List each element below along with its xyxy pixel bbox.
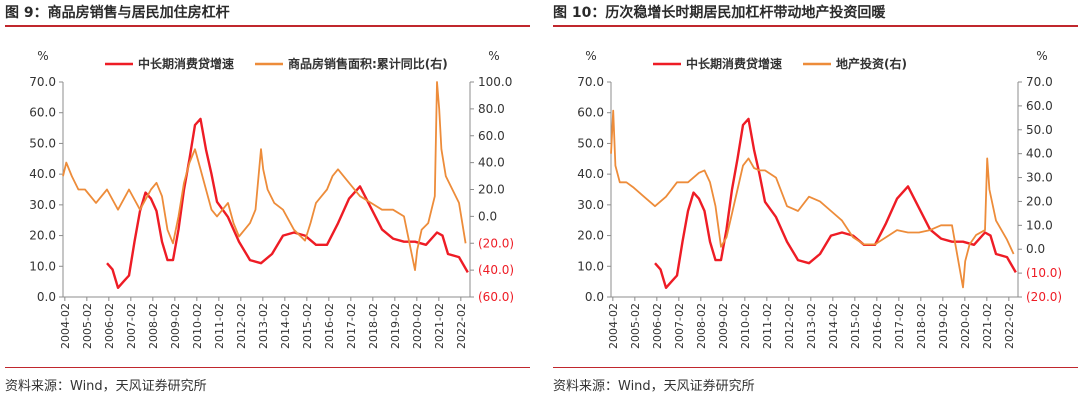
series-line-2 — [62, 81, 467, 272]
left-tick-label: 60.0 — [577, 106, 604, 120]
left-tick-label: 50.0 — [29, 136, 56, 150]
x-tick-label: 2005-02 — [81, 303, 94, 349]
left-tick-label: 50.0 — [577, 136, 604, 150]
right-tick-label: 80.0 — [478, 102, 505, 116]
legend-label: 商品房销售面积:累计同比(右) — [288, 56, 448, 71]
right-tick-label: 10.0 — [1026, 218, 1053, 232]
right-tick-label: (60.0) — [478, 290, 514, 304]
x-tick-label: 2009-02 — [169, 303, 182, 349]
left-tick-label: 20.0 — [577, 229, 604, 243]
left-tick-label: 30.0 — [577, 198, 604, 212]
legend-label: 地产投资(右) — [836, 56, 907, 71]
x-tick-label: 2015-02 — [849, 303, 862, 349]
x-tick-label: 2013-02 — [805, 303, 818, 349]
x-tick-label: 2007-02 — [125, 303, 138, 349]
left-tick-label: 60.0 — [29, 106, 56, 120]
x-tick-label: 2014-02 — [827, 303, 840, 349]
chart-panel-left: 图 9：商品房销售与居民加住房杠杆 %% 0.0 10.0 20.0 30.0 40.0 5… — [5, 0, 530, 404]
right-tick-label: 50.0 — [1026, 123, 1053, 137]
left-axis-unit: % — [37, 49, 48, 63]
x-tick-label: 2015-02 — [301, 303, 314, 349]
left-tick-label: 40.0 — [577, 167, 604, 181]
x-tick-label: 2019-02 — [389, 303, 402, 349]
legend-label: 中长期消费贷增速 — [686, 56, 782, 71]
x-tick-label: 2012-02 — [783, 303, 796, 349]
x-tick-label: 2017-02 — [893, 303, 906, 349]
left-tick-label: 40.0 — [29, 167, 56, 181]
source-note: 资料来源：Wind，天风证券研究所 — [553, 379, 755, 394]
right-tick-label: 20.0 — [1026, 194, 1053, 208]
left-axis-unit: % — [585, 49, 596, 63]
right-tick-label: 0.0 — [478, 209, 497, 223]
footer-rule — [5, 367, 530, 368]
right-tick-label: 20.0 — [478, 183, 505, 197]
left-tick-label: 0.0 — [37, 290, 56, 304]
x-tick-label: 2022-02 — [1003, 303, 1016, 349]
left-tick-label: 70.0 — [577, 75, 604, 89]
right-tick-label: 40.0 — [478, 156, 505, 170]
left-tick-label: 30.0 — [29, 198, 56, 212]
right-tick-label: 60.0 — [1026, 99, 1053, 113]
x-tick-label: 2009-02 — [717, 303, 730, 349]
right-tick-label: (10.0) — [1026, 266, 1062, 280]
left-tick-label: 10.0 — [29, 259, 56, 273]
x-tick-label: 2016-02 — [323, 303, 336, 349]
x-tick-label: 2016-02 — [871, 303, 884, 349]
chart-svg: % % 0.0 10.0 20.0 30.0 40.0 50.0 60.0 70.0 (20.0) (… — [577, 49, 1062, 349]
left-tick-label: 0.0 — [585, 290, 604, 304]
x-tick-label: 2006-02 — [103, 303, 116, 349]
x-tick-label: 2010-02 — [739, 303, 752, 349]
x-tick-label: 2008-02 — [695, 303, 708, 349]
x-tick-label: 2014-02 — [279, 303, 292, 349]
series-line-2 — [610, 109, 1015, 289]
chart-panel-right: 图 10：历次稳增长时期居民加杠杆带动地产投资回暖 %% 0.0 10.0 20.0 3… — [553, 0, 1078, 404]
chart-title: 图 10：历次稳增长时期居民加杠杆带动地产投资回暖 — [553, 5, 886, 21]
legend-label: 中长期消费贷增速 — [138, 56, 234, 71]
x-tick-label: 2017-02 — [345, 303, 358, 349]
chart-title: 图 9：商品房销售与居民加住房杠杆 — [5, 5, 230, 21]
right-tick-label: 30.0 — [1026, 171, 1053, 185]
x-tick-label: 2012-02 — [235, 303, 248, 349]
right-tick-label: (40.0) — [478, 263, 514, 277]
right-tick-label: 70.0 — [1026, 75, 1053, 89]
right-tick-label: 0.0 — [1026, 242, 1045, 256]
x-tick-label: 2005-02 — [629, 303, 642, 349]
right-axis-unit: % — [488, 49, 499, 63]
x-tick-label: 2004-02 — [607, 303, 620, 349]
right-tick-label: (20.0) — [1026, 290, 1062, 304]
right-tick-label: 40.0 — [1026, 147, 1053, 161]
left-tick-label: 20.0 — [29, 229, 56, 243]
right-tick-label: 60.0 — [478, 129, 505, 143]
x-tick-label: 2006-02 — [651, 303, 664, 349]
x-tick-label: 2021-02 — [433, 303, 446, 349]
source-note: 资料来源：Wind，天风证券研究所 — [5, 379, 207, 394]
right-tick-label: 100.0 — [478, 75, 512, 89]
x-tick-label: 2021-02 — [981, 303, 994, 349]
x-tick-label: 2018-02 — [915, 303, 928, 349]
x-tick-label: 2008-02 — [147, 303, 160, 349]
x-tick-label: 2011-02 — [213, 303, 226, 349]
x-tick-label: 2020-02 — [959, 303, 972, 349]
x-tick-label: 2013-02 — [257, 303, 270, 349]
series-line-1 — [654, 117, 1017, 289]
x-tick-label: 2019-02 — [937, 303, 950, 349]
x-tick-label: 2022-02 — [455, 303, 468, 349]
footer-rule — [553, 367, 1078, 368]
left-tick-label: 70.0 — [29, 75, 56, 89]
right-axis-unit: % — [1036, 49, 1047, 63]
title-rule — [5, 25, 530, 27]
x-tick-label: 2020-02 — [411, 303, 424, 349]
left-tick-label: 10.0 — [577, 259, 604, 273]
x-tick-label: 2011-02 — [761, 303, 774, 349]
title-rule — [553, 25, 1078, 27]
x-tick-label: 2018-02 — [367, 303, 380, 349]
x-tick-label: 2010-02 — [191, 303, 204, 349]
x-tick-label: 2004-02 — [59, 303, 72, 349]
right-tick-label: (20.0) — [478, 236, 514, 250]
chart-svg: % % 0.0 10.0 20.0 30.0 40.0 50.0 60.0 70.0 (60.0) (… — [29, 49, 514, 349]
x-tick-label: 2007-02 — [673, 303, 686, 349]
